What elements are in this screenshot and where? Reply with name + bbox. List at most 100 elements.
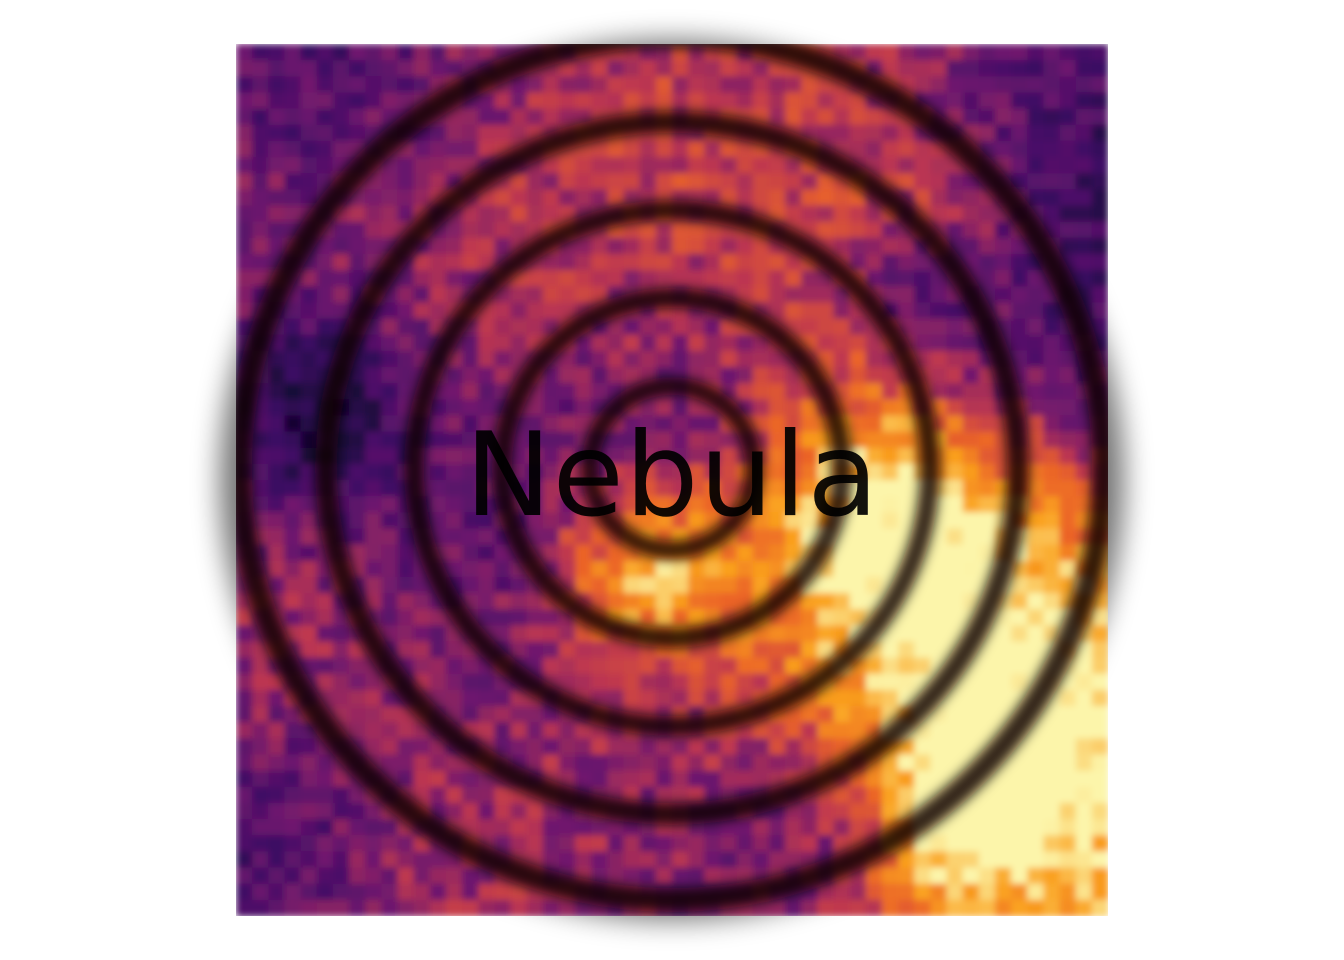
texture-cell bbox=[510, 819, 528, 836]
texture-cell bbox=[962, 593, 980, 610]
texture-cell bbox=[510, 76, 528, 94]
texture-cell bbox=[413, 899, 431, 916]
texture-cell bbox=[930, 189, 948, 207]
texture-cell bbox=[381, 689, 399, 707]
texture-cell bbox=[639, 770, 657, 788]
texture-cell bbox=[381, 706, 399, 723]
texture-cell bbox=[1043, 851, 1061, 869]
texture-cell bbox=[1027, 350, 1045, 368]
texture-cell bbox=[930, 44, 948, 61]
texture-cell bbox=[946, 609, 964, 626]
texture-cell bbox=[898, 770, 915, 788]
texture-cell bbox=[849, 44, 867, 61]
texture-cell bbox=[994, 851, 1012, 869]
texture-cell bbox=[898, 237, 915, 255]
texture-cell bbox=[704, 92, 722, 110]
texture-cell bbox=[688, 237, 705, 255]
texture-cell bbox=[284, 706, 302, 723]
texture-cell bbox=[655, 496, 673, 513]
texture-cell bbox=[1027, 76, 1045, 94]
texture-cell bbox=[397, 302, 415, 320]
texture-cell bbox=[478, 593, 495, 610]
texture-cell bbox=[300, 447, 318, 465]
texture-cell bbox=[688, 415, 705, 433]
texture-cell bbox=[623, 593, 641, 610]
texture-cell bbox=[817, 641, 835, 659]
texture-cell bbox=[1075, 754, 1093, 772]
texture-cell bbox=[332, 60, 350, 77]
texture-cell bbox=[639, 593, 657, 610]
texture-cell bbox=[236, 802, 253, 820]
texture-cell bbox=[881, 770, 899, 788]
texture-cell bbox=[316, 140, 334, 158]
texture-cell bbox=[445, 286, 463, 303]
texture-cell bbox=[768, 496, 786, 513]
texture-cell bbox=[946, 334, 964, 352]
texture-cell bbox=[526, 835, 544, 853]
texture-cell bbox=[558, 286, 576, 303]
texture-cell bbox=[946, 528, 964, 546]
texture-cell bbox=[284, 350, 302, 368]
texture-cell bbox=[397, 625, 415, 643]
texture-cell bbox=[672, 447, 689, 465]
texture-cell bbox=[332, 92, 350, 110]
texture-cell bbox=[898, 286, 915, 303]
texture-cell bbox=[478, 415, 495, 433]
texture-cell bbox=[591, 770, 609, 788]
texture-cell bbox=[930, 350, 948, 368]
texture-cell bbox=[978, 851, 996, 869]
texture-cell bbox=[300, 754, 318, 772]
texture-cell bbox=[478, 108, 495, 126]
texture-cell bbox=[316, 802, 334, 820]
texture-cell bbox=[1059, 350, 1077, 368]
texture-cell bbox=[494, 318, 512, 336]
texture-cell bbox=[704, 253, 722, 271]
texture-cell bbox=[445, 366, 463, 384]
texture-cell bbox=[1075, 189, 1093, 207]
texture-cell bbox=[881, 641, 899, 659]
texture-cell bbox=[575, 173, 592, 190]
texture-cell bbox=[558, 625, 576, 643]
texture-cell bbox=[526, 609, 544, 626]
texture-cell bbox=[881, 447, 899, 465]
texture-cell bbox=[833, 560, 851, 578]
texture-cell bbox=[332, 883, 350, 901]
texture-cell bbox=[1075, 673, 1093, 691]
texture-cell bbox=[752, 366, 770, 384]
texture-cell bbox=[930, 754, 948, 772]
texture-cell bbox=[752, 189, 770, 207]
texture-cell bbox=[381, 851, 399, 869]
texture-cell bbox=[252, 722, 269, 739]
texture-cell bbox=[236, 689, 253, 707]
texture-cell bbox=[898, 480, 915, 497]
texture-cell bbox=[1027, 286, 1045, 303]
texture-cell bbox=[930, 609, 948, 626]
texture-cell bbox=[1059, 108, 1077, 126]
texture-cell bbox=[930, 173, 948, 190]
texture-cell bbox=[785, 754, 802, 772]
texture-cell bbox=[672, 786, 689, 804]
texture-cell bbox=[672, 431, 689, 449]
texture-cell bbox=[381, 108, 399, 126]
texture-cell bbox=[1075, 480, 1093, 497]
texture-cell bbox=[268, 899, 286, 916]
texture-cell bbox=[720, 835, 738, 853]
texture-cell bbox=[978, 819, 996, 836]
texture-cell bbox=[510, 286, 528, 303]
texture-cell bbox=[526, 819, 544, 836]
texture-cell bbox=[1011, 899, 1028, 916]
texture-cell bbox=[930, 641, 948, 659]
texture-cell bbox=[768, 480, 786, 497]
texture-cell bbox=[365, 237, 382, 255]
texture-cell bbox=[752, 108, 770, 126]
texture-cell bbox=[236, 754, 253, 772]
texture-cell bbox=[688, 851, 705, 869]
texture-cell bbox=[785, 625, 802, 643]
texture-cell bbox=[300, 415, 318, 433]
texture-cell bbox=[558, 60, 576, 77]
texture-cell bbox=[1059, 496, 1077, 513]
texture-cell bbox=[478, 140, 495, 158]
texture-cell bbox=[1027, 819, 1045, 836]
texture-cell bbox=[849, 318, 867, 336]
texture-cell bbox=[558, 157, 576, 174]
